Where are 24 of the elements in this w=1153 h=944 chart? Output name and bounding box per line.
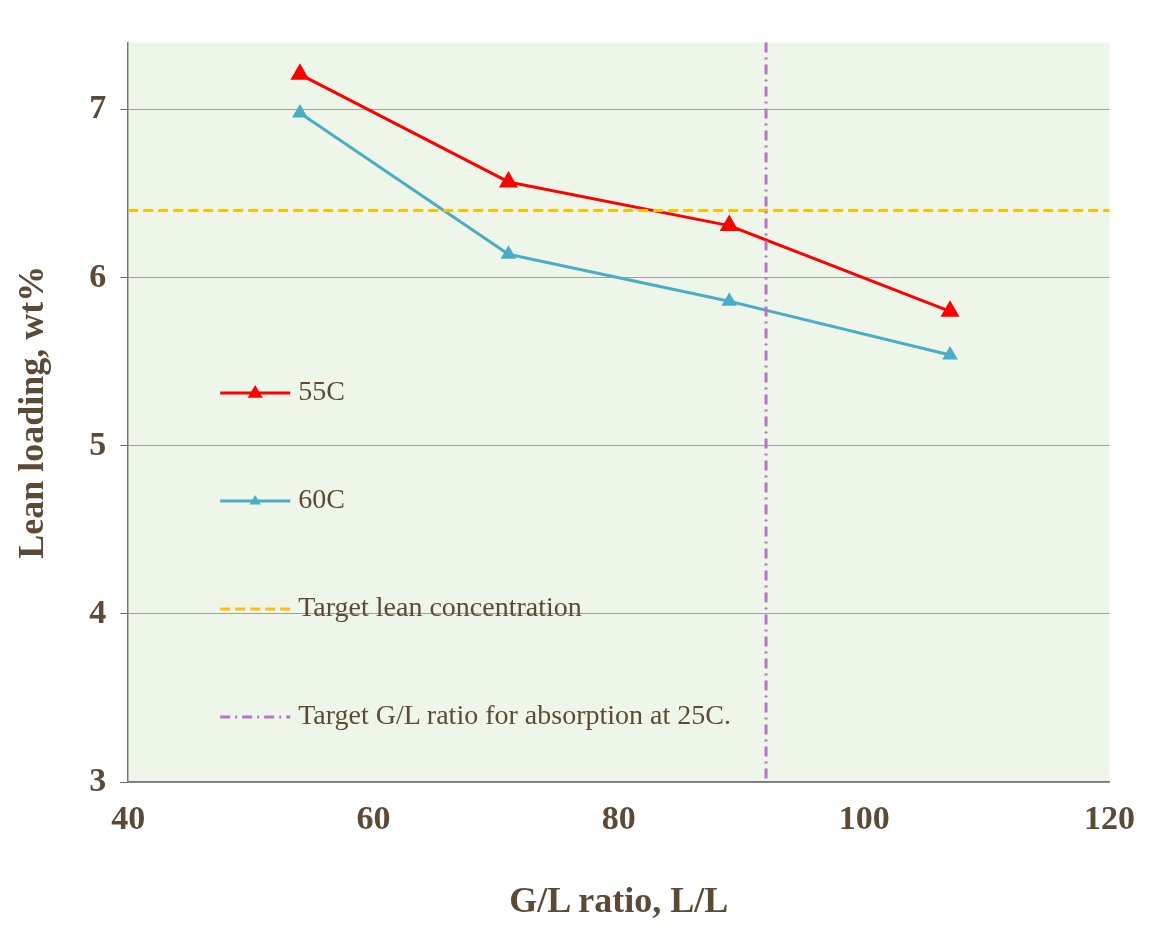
x-tick-label: 60 bbox=[356, 799, 391, 837]
legend-label: Target lean concentration bbox=[298, 591, 582, 623]
x-tick-label: 120 bbox=[1084, 799, 1135, 837]
legend-label: 60C bbox=[298, 483, 345, 515]
y-tick-label: 6 bbox=[89, 256, 107, 294]
point bbox=[500, 172, 517, 188]
legend-label: 55C bbox=[298, 375, 345, 407]
point bbox=[293, 105, 307, 118]
y-tick-label: 4 bbox=[89, 592, 107, 630]
x-tick-label: 40 bbox=[111, 799, 146, 837]
y-tick-label: 5 bbox=[89, 424, 107, 462]
y-tick-label: 3 bbox=[89, 760, 107, 798]
x-axis-title: G/L ratio, L/L bbox=[509, 879, 729, 920]
x-tick-label: 100 bbox=[838, 799, 890, 837]
y-tick-label: 7 bbox=[89, 88, 107, 126]
point bbox=[722, 293, 736, 306]
y-axis-title: Lean loading, wt% bbox=[10, 265, 51, 559]
ref-line-label: Target G/L ratio for absorption at 25C. bbox=[298, 699, 731, 731]
point bbox=[943, 347, 957, 360]
point bbox=[291, 64, 309, 80]
point bbox=[941, 301, 959, 317]
point bbox=[501, 246, 516, 259]
x-tick-label: 80 bbox=[601, 799, 636, 837]
point bbox=[720, 216, 738, 232]
